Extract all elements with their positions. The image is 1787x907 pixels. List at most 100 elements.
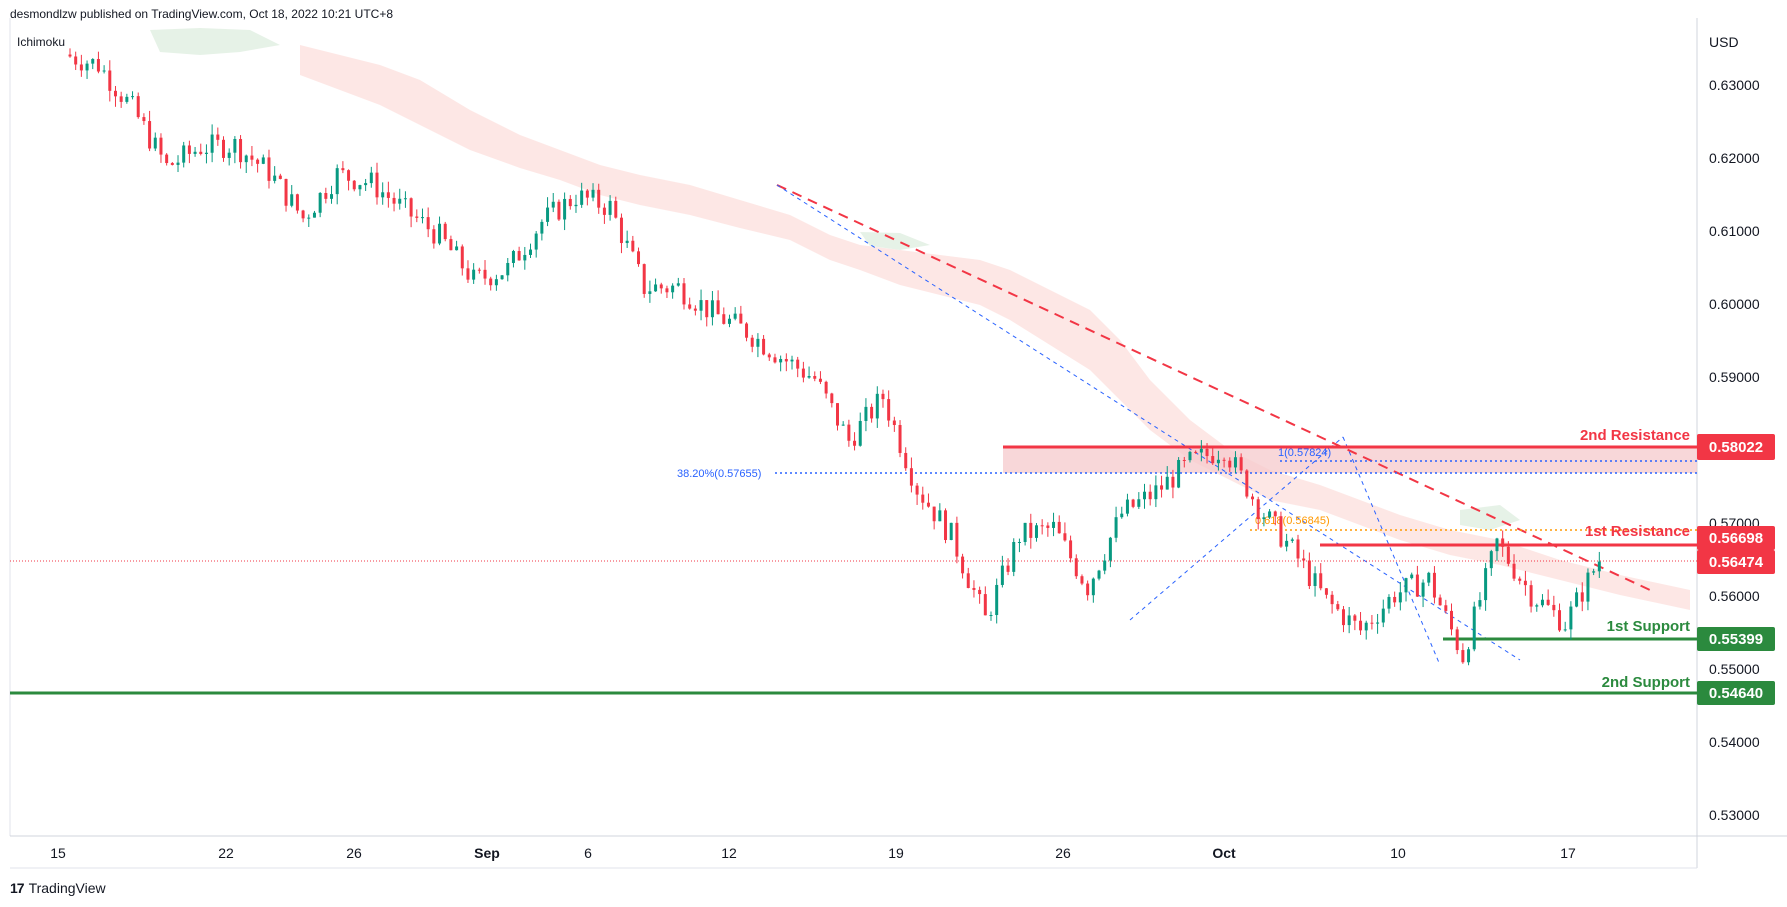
candle-body: [267, 157, 271, 181]
candle-body: [1569, 606, 1573, 630]
y-tick: 0.61000: [1709, 223, 1760, 239]
candle-body: [136, 96, 140, 118]
candle-body: [1114, 517, 1118, 538]
candle-body: [1319, 573, 1323, 589]
badge-value-2nd-support: 0.54640: [1709, 685, 1763, 702]
candle-body: [949, 522, 953, 541]
candle-body: [580, 190, 584, 205]
candle-body: [1523, 580, 1527, 586]
candle-body: [335, 168, 339, 195]
candle-body: [864, 406, 868, 421]
candle-body: [74, 56, 78, 65]
candle-body: [341, 168, 345, 171]
candle-body: [585, 190, 589, 198]
candle-body: [330, 194, 334, 199]
candle-body: [1063, 533, 1067, 541]
candle-body: [1006, 565, 1010, 572]
candle-body: [1370, 622, 1374, 624]
tradingview-logo-text: TradingView: [28, 880, 106, 896]
candle-body: [597, 189, 601, 208]
candle-body: [557, 201, 561, 220]
candle-body: [131, 96, 135, 98]
candle-body: [79, 64, 83, 71]
badge-2nd-resistance: 0.58022: [1697, 434, 1775, 460]
candle-body: [455, 246, 459, 251]
candle-body: [1199, 448, 1203, 453]
candle-body: [1012, 542, 1016, 572]
y-tick: 0.62000: [1709, 150, 1760, 166]
candle-body: [790, 359, 794, 362]
candle-body: [460, 246, 464, 269]
x-tick: Sep: [474, 845, 500, 861]
candle-body: [898, 425, 902, 453]
candle-body: [1148, 491, 1152, 500]
candle-body: [1330, 594, 1334, 605]
candle-body: [1245, 470, 1249, 497]
badge-1st-resistance: 0.56698: [1697, 526, 1775, 550]
candle-body: [926, 502, 930, 507]
y-tick: 0.53000: [1709, 807, 1760, 823]
candle-body: [762, 338, 766, 355]
candle-body: [239, 138, 243, 163]
candle-body: [602, 207, 606, 215]
candle-body: [1421, 582, 1425, 597]
candle-body: [836, 403, 839, 426]
candle-body: [1086, 583, 1090, 596]
candle-body: [659, 284, 663, 289]
x-tick: 22: [218, 845, 234, 861]
candle-body: [870, 406, 874, 419]
candle-body: [1558, 610, 1562, 631]
candle-body: [813, 376, 817, 379]
candle-body: [1177, 459, 1181, 488]
candle-body: [1182, 459, 1186, 461]
candle-body: [301, 210, 305, 219]
candle-body: [113, 90, 117, 97]
candle-body: [159, 137, 163, 155]
candle-body: [392, 197, 396, 204]
candle-body: [1495, 538, 1499, 552]
candle-body: [494, 279, 498, 286]
candle-body: [983, 594, 987, 616]
candle-body: [125, 96, 129, 102]
candle-body: [955, 522, 959, 557]
candle-body: [477, 269, 481, 271]
y-tick: 0.55000: [1709, 661, 1760, 677]
tradingview-logo-mark-icon: 17: [10, 880, 25, 896]
candle-body: [1540, 599, 1544, 606]
candle-body: [1450, 610, 1453, 630]
candle-body: [830, 393, 834, 404]
candle-body: [1194, 451, 1198, 453]
candle-body: [551, 201, 555, 208]
candle-body: [1160, 485, 1164, 490]
candle-body: [1410, 574, 1414, 579]
candle-body: [534, 233, 538, 250]
descending-trendline: [776, 184, 1651, 591]
badge-value-current-price: 0.56474: [1709, 554, 1764, 571]
candle-body: [489, 278, 493, 286]
candle-body: [563, 198, 567, 220]
candle-body: [972, 587, 976, 590]
time-axis[interactable]: 15 22 26 Sep 6 12 19 26 Oct 10 17: [50, 845, 1576, 861]
candle-body: [619, 217, 623, 244]
candle-body: [506, 262, 510, 276]
candle-body: [142, 117, 146, 122]
candle-body: [165, 154, 169, 164]
tradingview-logo[interactable]: 17 TradingView: [10, 880, 106, 896]
candle-body: [233, 138, 237, 153]
candle-body: [710, 300, 714, 318]
candle-body: [1592, 571, 1596, 573]
candle-body: [853, 440, 857, 446]
ichimoku-cloud-bull-2: [860, 232, 930, 250]
candle-body: [529, 249, 532, 255]
candle-body: [1256, 499, 1260, 520]
candle-body: [1262, 517, 1266, 520]
indicator-label: Ichimoku: [17, 35, 65, 49]
candle-body: [250, 155, 254, 160]
level-label-2nd-support: 2nd Support: [1602, 674, 1690, 691]
candle-body: [1467, 649, 1471, 663]
candle-body: [654, 284, 658, 292]
candle-body: [1415, 574, 1419, 597]
candle-body: [904, 452, 908, 469]
candle-body: [1080, 576, 1084, 584]
